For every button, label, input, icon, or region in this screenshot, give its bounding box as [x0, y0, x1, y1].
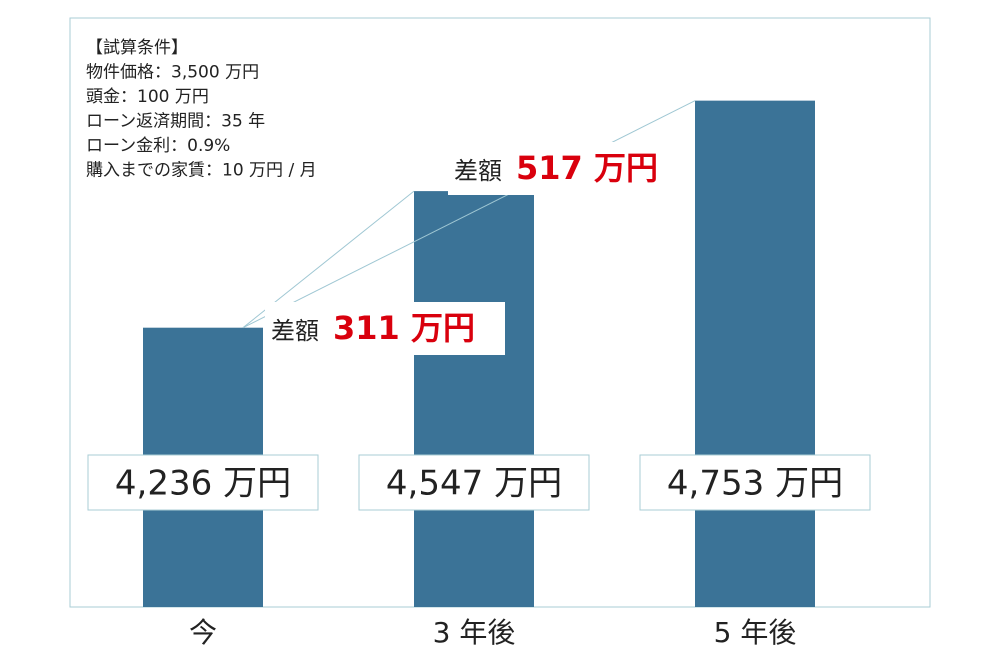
condition-line: 物件価格：3,500 万円: [86, 63, 259, 83]
value-label: 4,236 万円: [115, 464, 291, 504]
annotation-text: 差額: [271, 317, 319, 345]
x-tick-label: 5 年後: [714, 616, 797, 649]
condition-line: ローン返済期間：35 年: [86, 112, 265, 132]
x-tick-label: 今: [189, 616, 217, 649]
value-label: 4,547 万円: [386, 464, 562, 504]
condition-line: ローン金利：0.9%: [86, 136, 230, 156]
value-label-box: [639, 454, 871, 511]
annotation-box: [448, 142, 688, 195]
annotation-value: 311 万円: [333, 309, 475, 347]
value-label-box: [358, 454, 590, 511]
value-label: 4,753 万円: [667, 464, 843, 504]
condition-line: 【試算条件】: [86, 38, 188, 58]
condition-line: 購入までの家賃：10 万円 / 月: [86, 161, 317, 181]
bar: [414, 191, 534, 607]
condition-line: 頭金：100 万円: [86, 87, 209, 107]
annotation-text: 差額: [454, 157, 502, 185]
annotation-value: 517 万円: [516, 149, 658, 187]
x-tick-label: 3 年後: [433, 616, 516, 649]
value-label-box: [87, 454, 319, 511]
bar: [695, 100, 815, 607]
connector: [242, 100, 696, 329]
annotation-box: [265, 302, 505, 355]
